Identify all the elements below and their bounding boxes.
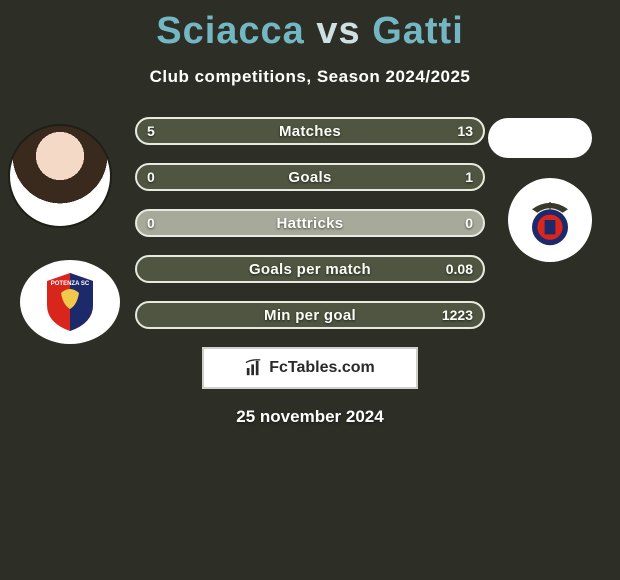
- player1-avatar: [8, 124, 112, 228]
- comparison-title: Sciacca vs Gatti: [0, 0, 620, 53]
- bar-chart-icon: [245, 359, 263, 377]
- stat-row: 513Matches: [135, 117, 485, 145]
- player1-name: Sciacca: [156, 10, 305, 52]
- stat-label: Goals per match: [137, 257, 483, 281]
- stats-container: 513Matches 01Goals 00Hattricks 0.08Goals pe…: [135, 117, 485, 329]
- player2-name: Gatti: [372, 10, 464, 52]
- crest-right-icon: [523, 189, 577, 251]
- stat-label: Matches: [137, 119, 483, 143]
- brand-box: FcTables.com: [202, 347, 418, 389]
- date-text: 25 november 2024: [0, 407, 620, 427]
- stat-label: Goals: [137, 165, 483, 189]
- player2-club-crest: [508, 178, 592, 262]
- crest-left-icon: POTENZA SC: [43, 271, 97, 333]
- subtitle: Club competitions, Season 2024/2025: [0, 67, 620, 87]
- stat-row: 0.08Goals per match: [135, 255, 485, 283]
- vs-text: vs: [316, 10, 360, 52]
- player2-avatar: [488, 118, 592, 158]
- stat-label: Hattricks: [137, 211, 483, 235]
- brand-text: FcTables.com: [269, 359, 375, 377]
- svg-text:POTENZA SC: POTENZA SC: [51, 281, 90, 287]
- stat-row: 00Hattricks: [135, 209, 485, 237]
- stat-row: 01Goals: [135, 163, 485, 191]
- stat-row: 1223Min per goal: [135, 301, 485, 329]
- player1-club-crest: POTENZA SC: [20, 260, 120, 344]
- stat-label: Min per goal: [137, 303, 483, 327]
